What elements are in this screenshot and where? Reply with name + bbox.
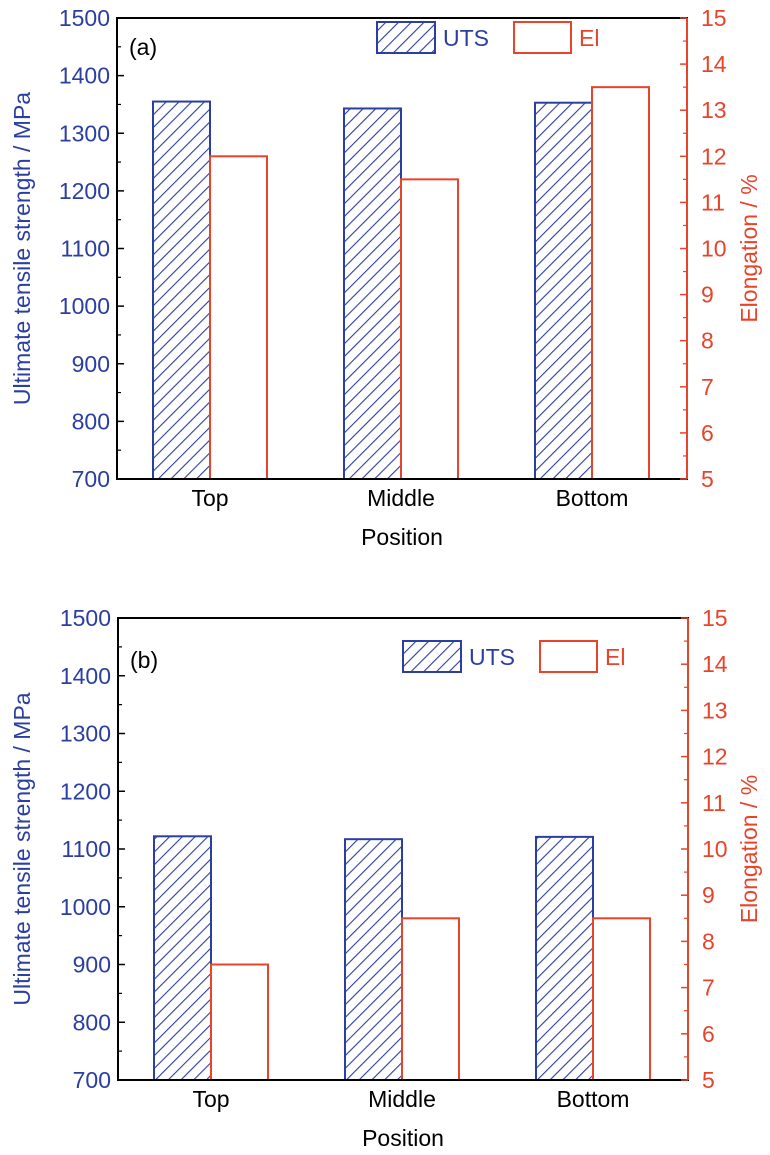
- left-tick-label: 1400: [59, 63, 110, 89]
- panel-label: (a): [129, 34, 157, 60]
- el-bar-bottom: [591, 86, 650, 481]
- right-tick-label: 13: [702, 697, 728, 723]
- x-axis-label: Position: [362, 1125, 444, 1151]
- left-tick-label: 1200: [59, 178, 110, 204]
- legend-label-el: El: [579, 25, 599, 51]
- left-tick-label: 1400: [60, 663, 111, 689]
- legend-swatch-el: [539, 640, 598, 673]
- el-bar-bottom: [592, 917, 651, 1081]
- x-tick-label: Top: [191, 485, 228, 511]
- legend-swatch-uts: [376, 21, 436, 54]
- right-tick-label: 5: [701, 466, 714, 492]
- left-tick-label: 1500: [60, 605, 111, 631]
- legend-swatch-uts: [402, 640, 462, 673]
- uts-bar-middle: [343, 107, 402, 480]
- x-axis-label: Position: [361, 524, 443, 550]
- left-tick-label: 700: [72, 466, 110, 492]
- right-tick-label: 10: [702, 836, 728, 862]
- legend: UTS El: [402, 640, 625, 673]
- right-tick-label: 15: [701, 5, 727, 31]
- el-bar-top: [210, 963, 269, 1081]
- left-tick-label: 800: [73, 1009, 111, 1035]
- right-tick-label: 12: [701, 143, 727, 169]
- legend-label-uts: UTS: [469, 644, 515, 670]
- right-tick-label: 15: [702, 605, 728, 631]
- right-tick-label: 9: [701, 282, 714, 308]
- right-tick-label: 10: [701, 236, 727, 262]
- right-ticks: 5 6 7 8 9 10 11 12 13 14 15: [680, 5, 727, 492]
- x-ticks: Top Middle Bottom: [192, 1086, 629, 1112]
- right-tick-label: 13: [701, 97, 727, 123]
- panel-label: (b): [130, 647, 158, 673]
- el-bar-middle: [401, 917, 460, 1081]
- el-bar-middle: [400, 178, 459, 480]
- left-axis-label: Ultimate tensile strength / MPa: [9, 692, 35, 1005]
- left-tick-label: 800: [72, 408, 110, 434]
- right-tick-label: 11: [701, 189, 725, 215]
- right-axis-label: Elongation / %: [736, 174, 762, 322]
- right-tick-label: 6: [701, 420, 714, 446]
- legend-swatch-el: [513, 21, 572, 54]
- left-tick-label: 900: [73, 952, 111, 978]
- left-tick-label: 1100: [61, 236, 110, 262]
- right-tick-label: 7: [702, 975, 715, 1001]
- uts-bar-top: [152, 100, 211, 481]
- x-tick-label: Top: [192, 1086, 229, 1112]
- left-tick-label: 1500: [59, 5, 110, 31]
- left-tick-label: 1100: [62, 836, 111, 862]
- right-tick-label: 5: [702, 1067, 715, 1093]
- x-tick-label: Middle: [367, 485, 435, 511]
- right-tick-label: 8: [702, 928, 715, 954]
- left-tick-label: 1000: [59, 293, 110, 319]
- uts-bar-bottom: [534, 101, 593, 481]
- right-tick-label: 9: [702, 882, 715, 908]
- left-axis-label: Ultimate tensile strength / MPa: [9, 92, 35, 405]
- x-tick-label: Bottom: [557, 1086, 630, 1112]
- chart-panel-b: 700 800 900 1000 1100 1200 1300 1400 1500 5 6 7 8 9 1…: [9, 605, 762, 1151]
- bars-group: [152, 86, 650, 481]
- left-ticks: 700 800 900 1000 1100 1200 1300 1400 1500: [59, 5, 124, 492]
- legend-label-uts: UTS: [443, 25, 489, 51]
- x-tick-label: Middle: [368, 1086, 436, 1112]
- left-tick-label: 1300: [60, 721, 111, 747]
- uts-bar-middle: [344, 838, 403, 1081]
- x-tick-label: Bottom: [556, 485, 629, 511]
- left-tick-label: 900: [72, 351, 110, 377]
- right-tick-label: 14: [702, 651, 728, 677]
- legend: UTS El: [376, 21, 599, 54]
- right-tick-label: 12: [702, 744, 728, 770]
- right-tick-label: 11: [702, 790, 726, 816]
- el-bar-top: [209, 155, 268, 481]
- left-tick-label: 1200: [60, 778, 111, 804]
- left-ticks: 700 800 900 1000 1100 1200 1300 1400 1500: [60, 605, 125, 1093]
- legend-label-el: El: [605, 644, 625, 670]
- right-tick-label: 7: [701, 374, 714, 400]
- bars-group: [153, 835, 651, 1081]
- chart-panel-a: 700 800 900 1000 1100 1200 1300 1400 1500 5 6 7 8 9 1…: [9, 5, 762, 550]
- uts-bar-bottom: [535, 835, 594, 1081]
- left-tick-label: 1300: [59, 120, 110, 146]
- left-tick-label: 1000: [60, 894, 111, 920]
- right-tick-label: 8: [701, 328, 714, 354]
- left-tick-label: 700: [73, 1067, 111, 1093]
- x-ticks: Top Middle Bottom: [191, 485, 628, 511]
- right-axis-label: Elongation / %: [736, 775, 762, 923]
- right-ticks: 5 6 7 8 9 10 11 12 13 14 15: [681, 605, 728, 1093]
- right-tick-label: 14: [701, 51, 727, 77]
- uts-bar-top: [153, 835, 212, 1081]
- right-tick-label: 6: [702, 1021, 715, 1047]
